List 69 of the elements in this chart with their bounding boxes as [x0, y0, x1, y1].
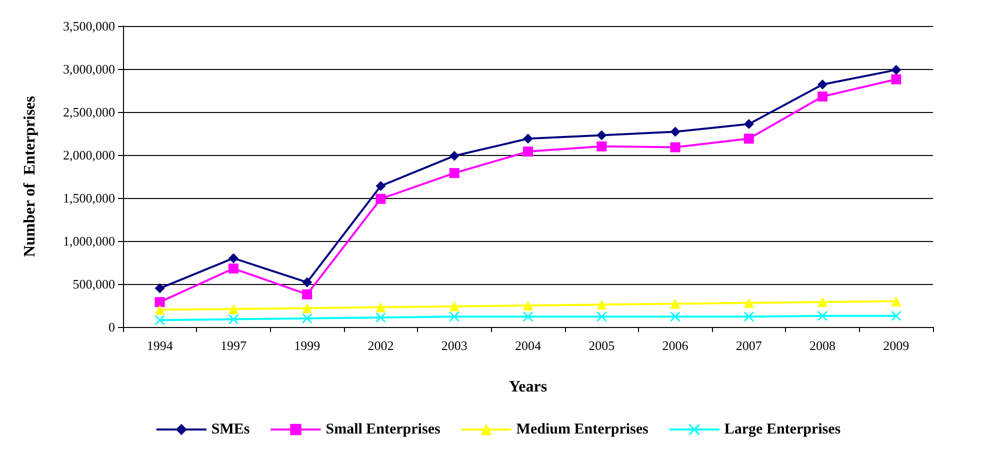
point: [376, 302, 386, 312]
point: [891, 310, 902, 321]
point: [818, 92, 828, 102]
point: [891, 64, 902, 75]
x-tick-label: 2008: [810, 338, 836, 353]
x-tick-label: 2006: [662, 338, 689, 353]
point: [154, 304, 165, 315]
point: [744, 134, 754, 144]
point: [818, 79, 828, 90]
x-tick-label: 1997: [220, 338, 247, 353]
x-axis-title: Years: [508, 378, 548, 396]
point: [449, 301, 460, 312]
point: [449, 150, 460, 161]
point: [302, 303, 312, 314]
point: [449, 312, 460, 322]
legend-label: Large Enterprises: [724, 422, 841, 438]
x-tick-label: 2002: [368, 338, 394, 353]
point: [154, 315, 165, 326]
y-tick-label: 1,500,000: [63, 190, 115, 206]
y-tick-label: 0: [108, 320, 115, 334]
x-tick-label: 2009: [883, 338, 910, 353]
point: [376, 312, 386, 323]
point: [670, 312, 680, 322]
point: [670, 142, 680, 152]
x-tick-label: 2007: [736, 338, 762, 353]
point: [302, 289, 312, 300]
point: [228, 314, 238, 324]
point: [744, 298, 754, 308]
point: [891, 74, 902, 84]
point: [818, 297, 828, 308]
y-tick-label: 2,500,000: [63, 104, 115, 120]
point: [744, 312, 754, 322]
point: [523, 146, 533, 157]
point: [670, 126, 680, 137]
point: [891, 296, 902, 306]
x-tick-label: 2004: [515, 338, 542, 353]
point: [523, 312, 533, 322]
point: [449, 168, 460, 178]
point: [670, 298, 680, 309]
point: [228, 253, 238, 264]
x-tick-label: 2003: [441, 338, 468, 353]
point: [523, 134, 533, 144]
y-axis-title: Number of Enterprises: [22, 96, 38, 258]
point: [596, 141, 607, 152]
y-tick-label: 500,000: [72, 276, 115, 292]
point: [154, 297, 165, 308]
point: [228, 264, 238, 274]
point: [302, 313, 312, 324]
point: [523, 300, 533, 310]
point: [302, 277, 312, 288]
legend-label: SMEs: [211, 422, 250, 438]
legend-label: Small Enterprises: [326, 422, 440, 438]
point: [596, 130, 607, 140]
x-tick-label: 1999: [294, 338, 320, 353]
point: [228, 304, 238, 314]
x-tick-label: 1994: [146, 338, 174, 353]
point: [376, 180, 386, 191]
y-tick-label: 1,000,000: [63, 234, 115, 248]
x-tick-label: 2005: [588, 338, 615, 353]
point: [596, 312, 607, 322]
point: [376, 194, 386, 204]
point: [154, 283, 165, 294]
legend-label: Medium Enterprises: [516, 422, 649, 438]
point: [744, 119, 754, 130]
y-tick-label: 3,000,000: [63, 62, 115, 76]
point: [596, 300, 607, 310]
y-tick-label: 2,000,000: [63, 148, 115, 162]
point: [818, 310, 828, 321]
y-tick-label: 3,500,000: [63, 18, 115, 34]
